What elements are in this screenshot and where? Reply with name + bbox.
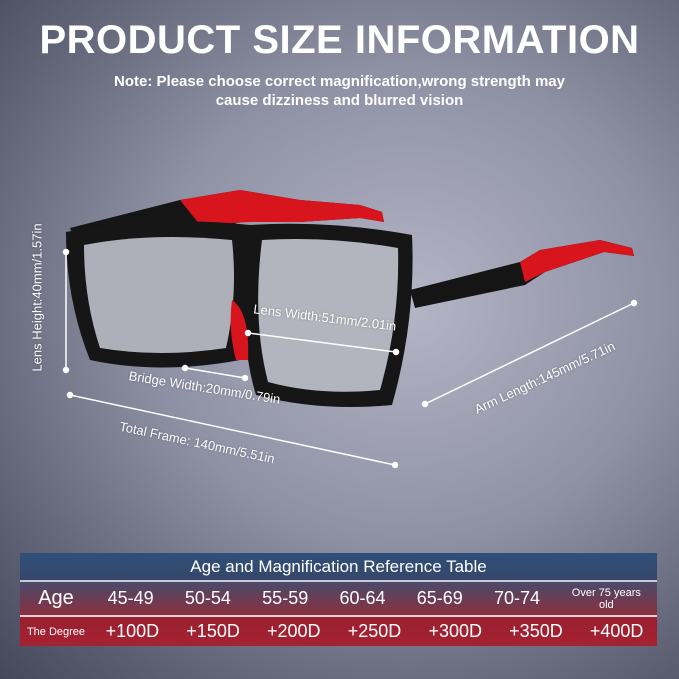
dimension-lines <box>62 248 638 469</box>
note-line-1: Note: Please choose correct magnificatio… <box>114 73 565 90</box>
note-line-2: cause dizziness and blurred vision <box>215 92 464 109</box>
age-cell: 50-54 <box>184 588 231 608</box>
right-arm <box>410 240 634 308</box>
note: Note: Please choose correct magnificatio… <box>0 72 679 110</box>
degree-row: The Degree +100D +150D +200D +250D +300D… <box>20 617 657 646</box>
age-cell: Over 75 years old <box>571 586 641 611</box>
lens-height-label: Lens Height:40mm/1.57in <box>29 223 45 372</box>
degree-cell: +350D <box>509 621 563 641</box>
age-cell: 45-49 <box>107 588 154 608</box>
degree-cell: +400D <box>589 621 644 641</box>
degree-cell: +150D <box>186 621 240 641</box>
page-title: PRODUCT SIZE INFORMATION <box>39 18 640 62</box>
frame-front <box>66 221 413 408</box>
age-cell: 55-59 <box>262 588 309 608</box>
degree-cell: +300D <box>428 621 482 641</box>
age-cell: 70-74 <box>494 588 541 608</box>
degree-cell: +100D <box>105 621 160 641</box>
age-label: Age <box>38 587 74 609</box>
degree-cell: +200D <box>267 621 321 641</box>
degree-cell: +250D <box>347 621 402 641</box>
age-cell: 60-64 <box>339 588 386 608</box>
reference-table: Age and Magnification Reference Table Ag… <box>20 553 657 646</box>
degree-label: The Degree <box>26 625 86 638</box>
age-row: Age 45-49 50-54 55-59 60-64 65-69 70-74 … <box>20 582 657 617</box>
age-cell: 65-69 <box>416 588 463 608</box>
table-title: Age and Magnification Reference Table <box>20 553 657 582</box>
